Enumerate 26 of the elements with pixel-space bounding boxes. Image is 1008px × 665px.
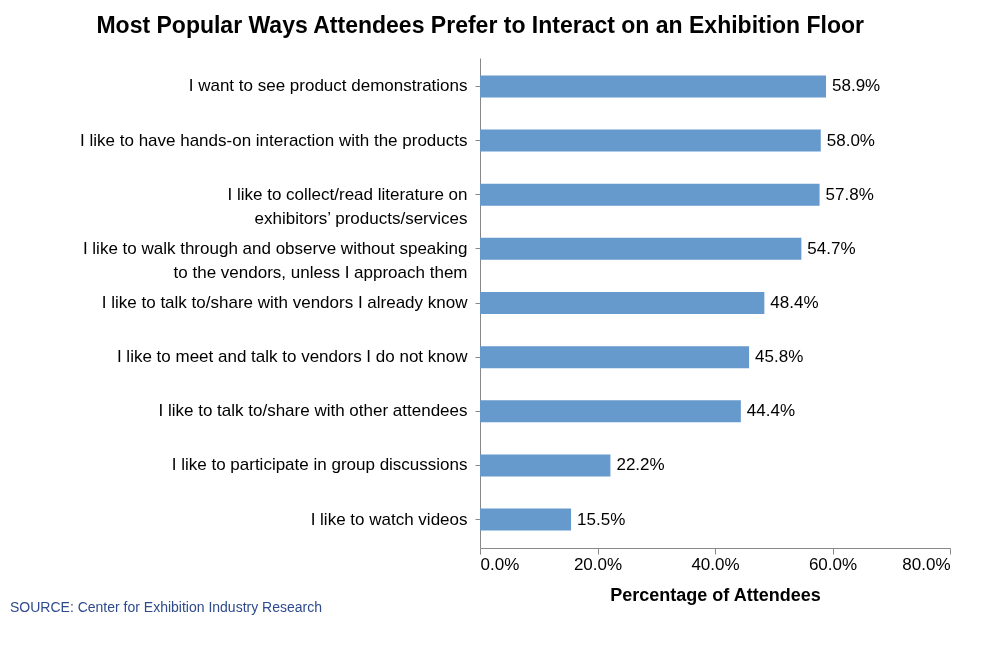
- chart-title: Most Popular Ways Attendees Prefer to Interact on an Exhibition Floor: [96, 12, 865, 38]
- x-tick-label: 0.0%: [480, 554, 520, 574]
- y-tick-label: I like to talk to/share with other attendees: [158, 401, 468, 421]
- x-axis-title: Percentage of Attendees: [610, 584, 821, 605]
- y-tick-label: I want to see product demonstrations: [188, 76, 468, 96]
- source-note: SOURCE: Center for Exhibition Industry Research: [10, 599, 323, 615]
- y-tick-label: I like to watch videos: [310, 509, 468, 529]
- x-tick-label: 80.0%: [902, 554, 951, 574]
- y-tick-label: I like to have hands-on interaction with the products: [80, 130, 468, 150]
- data-label: 22.2%: [616, 455, 665, 475]
- data-label: 57.8%: [825, 184, 874, 204]
- y-tick-label: I like to participate in group discussions: [171, 455, 468, 475]
- y-tick-label: I like to collect/read literature on exhibitors’ products/services: [227, 184, 468, 228]
- data-label: 45.8%: [755, 347, 804, 367]
- data-label: 58.9%: [832, 76, 881, 96]
- x-tick-label: 20.0%: [573, 554, 623, 574]
- x-tick-label: 40.0%: [691, 554, 740, 574]
- y-tick-label: I like to meet and talk to vendors I do not know: [116, 347, 469, 367]
- x-tick-label: 60.0%: [808, 554, 858, 574]
- y-tick-label: I like to talk to/share with vendors I already know: [101, 293, 469, 312]
- data-label: 15.5%: [577, 509, 626, 529]
- data-label: 44.4%: [746, 401, 796, 421]
- data-label: 58.0%: [826, 130, 875, 150]
- y-tick-label: I like to walk through and observe without speaking to the vendors, unless I approach them: [82, 238, 468, 282]
- data-label: 48.4%: [770, 293, 819, 312]
- data-label: 54.7%: [807, 238, 856, 258]
